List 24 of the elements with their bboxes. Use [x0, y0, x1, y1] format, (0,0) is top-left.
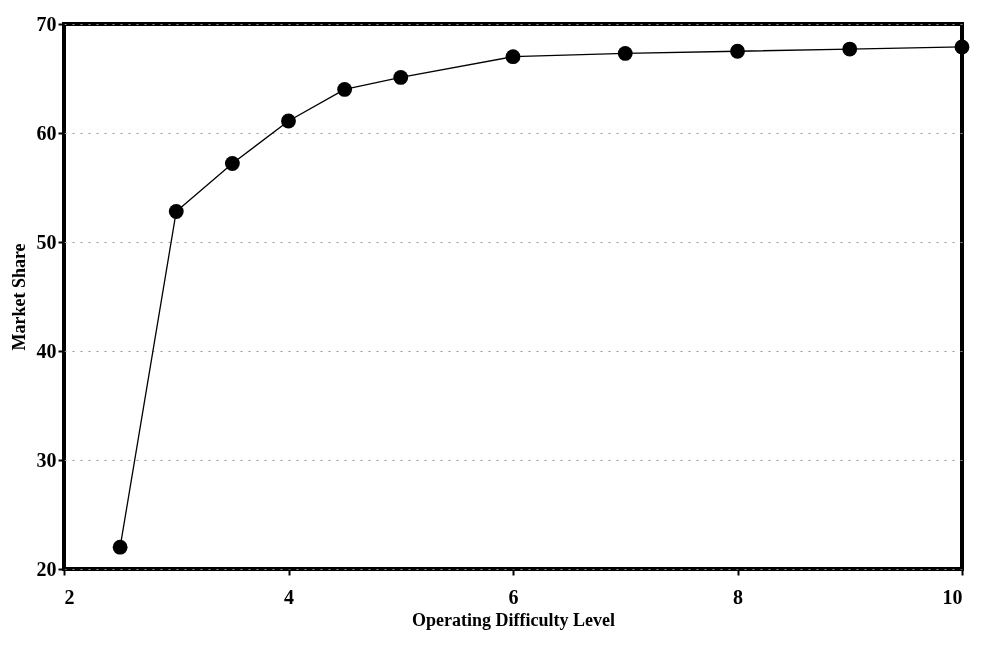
x-tick-label: 2 [64, 585, 75, 608]
y-tick-label: 50 [36, 230, 57, 253]
point [393, 70, 409, 85]
y-tick-label: 60 [36, 121, 57, 144]
point [224, 156, 240, 171]
point [842, 41, 858, 57]
y-tick-label: 30 [36, 448, 57, 471]
x-tick-label: 10 [942, 585, 963, 608]
y-tick-label: 20 [36, 557, 57, 580]
point [337, 82, 353, 97]
point [954, 39, 970, 55]
point [112, 539, 128, 555]
x-axis-title: Operating Difficulty Level [412, 609, 615, 630]
x-tick-label: 8 [733, 585, 743, 608]
point [617, 46, 633, 61]
y-axis-title: Market Share [8, 243, 29, 351]
point [281, 113, 296, 129]
point [168, 204, 184, 219]
y-tick-label: 70 [36, 12, 57, 35]
x-tick-label: 6 [508, 585, 519, 608]
x-tick-label: 4 [284, 585, 294, 608]
y-tick-label: 40 [36, 339, 57, 362]
point [730, 43, 745, 59]
point [505, 49, 521, 65]
